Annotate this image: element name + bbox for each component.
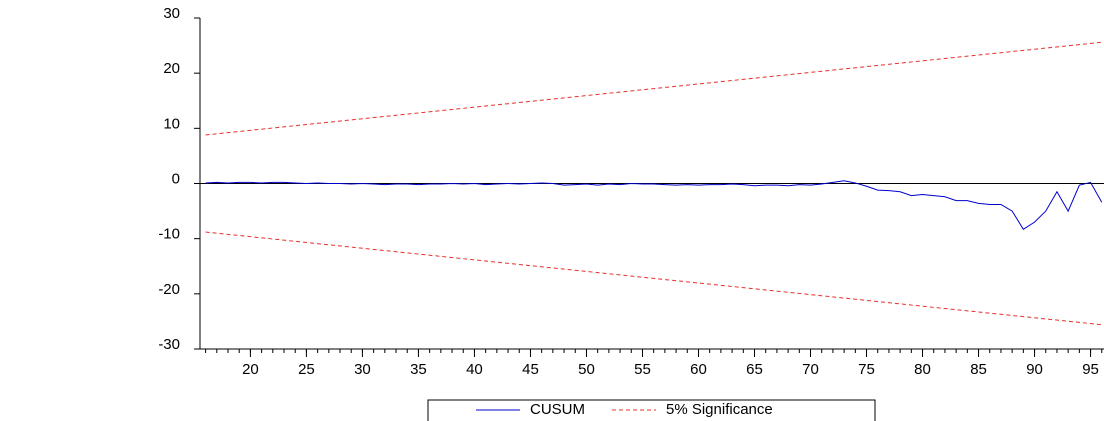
x-tick-label: 60 xyxy=(690,361,707,378)
x-tick-label: 45 xyxy=(522,361,539,378)
x-tick-label: 30 xyxy=(354,361,371,378)
x-tick-label: 55 xyxy=(634,361,651,378)
y-tick-label: -30 xyxy=(158,336,180,353)
series-line xyxy=(205,41,1102,136)
y-tick-label: -10 xyxy=(158,226,180,243)
legend-box xyxy=(427,399,876,421)
y-tick-label: 10 xyxy=(163,115,180,132)
x-tick-label: 80 xyxy=(914,361,931,378)
x-tick-label: 85 xyxy=(970,361,987,378)
x-tick-label: 70 xyxy=(802,361,819,378)
x-tick-label: 95 xyxy=(1082,361,1099,378)
x-tick-label: 20 xyxy=(242,361,259,378)
x-tick-label: 50 xyxy=(578,361,595,378)
x-tick-label: 35 xyxy=(410,361,427,378)
y-tick-label: 0 xyxy=(172,170,180,187)
x-tick-label: 25 xyxy=(298,361,315,378)
legend-label: 5% Significance xyxy=(666,401,773,418)
series-line xyxy=(205,231,1102,326)
series-line xyxy=(205,180,1103,230)
x-tick-label: 90 xyxy=(1026,361,1043,378)
x-tick-label: 65 xyxy=(746,361,763,378)
y-tick-label: 30 xyxy=(163,5,180,22)
legend-label: CUSUM xyxy=(530,401,585,418)
x-tick-label: 40 xyxy=(466,361,483,378)
y-tick-label: -20 xyxy=(158,281,180,298)
y-tick-label: 20 xyxy=(163,60,180,77)
x-tick-label: 75 xyxy=(858,361,875,378)
